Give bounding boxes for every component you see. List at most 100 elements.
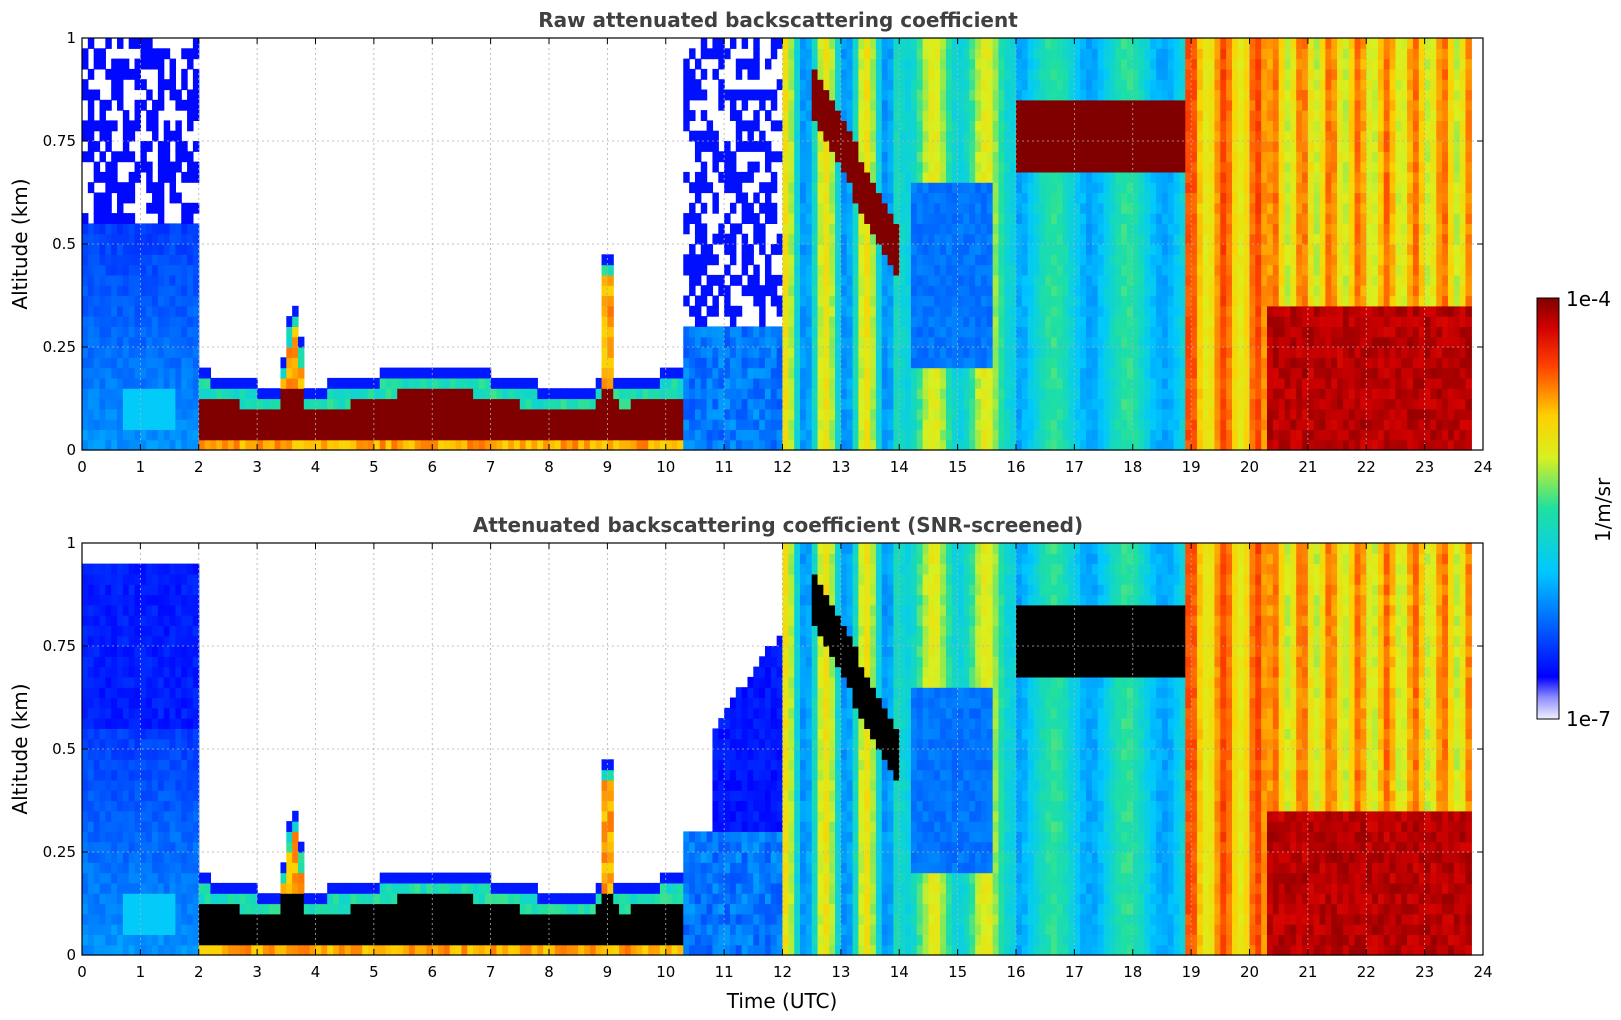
heat-cell — [922, 398, 930, 410]
heat-cell — [82, 408, 89, 420]
heat-cell — [1080, 141, 1087, 152]
heat-cell — [1086, 192, 1093, 204]
heat-cell — [1080, 233, 1087, 245]
heat-cell — [706, 336, 714, 348]
heat-cell — [1226, 377, 1233, 389]
heat-cell — [1191, 182, 1198, 194]
heat-cell — [940, 79, 947, 91]
heat-cell — [928, 58, 935, 70]
heat-cell — [122, 429, 130, 441]
heat-cell — [1179, 398, 1186, 410]
heat-cell — [163, 305, 171, 317]
heat-cell — [1231, 68, 1239, 80]
heat-cell — [1027, 161, 1035, 173]
heat-cell — [309, 439, 317, 451]
heat-cell — [368, 388, 375, 400]
heat-cell — [811, 295, 819, 307]
heat-cell — [881, 79, 889, 91]
heat-cell — [1214, 223, 1221, 235]
heat-cell — [1237, 254, 1245, 266]
heat-cell — [1056, 161, 1064, 173]
heat-cell — [811, 316, 819, 327]
heat-cell — [1202, 223, 1210, 235]
heat-cell — [1220, 58, 1227, 70]
heat-cell — [794, 79, 801, 91]
heat-cell — [105, 68, 112, 80]
heat-cell — [187, 347, 194, 358]
heat-cell — [782, 244, 789, 255]
heat-cell — [817, 439, 824, 451]
heat-cell — [811, 89, 819, 101]
heat-cell — [992, 264, 1000, 276]
heat-cell — [817, 429, 824, 441]
heat-cell — [1179, 419, 1186, 430]
heat-cell — [414, 388, 422, 400]
heat-cell — [945, 120, 953, 132]
heat-cell — [794, 347, 801, 358]
heat-cell — [794, 254, 801, 266]
heat-cell — [875, 68, 883, 80]
heat-cell — [584, 419, 591, 430]
heat-cell — [607, 274, 614, 286]
heat-cell — [1179, 274, 1186, 286]
heat-cell — [980, 89, 988, 101]
heat-cell — [893, 408, 900, 420]
heat-cell — [782, 326, 789, 338]
heat-cell — [1255, 233, 1262, 245]
heat-cell — [496, 419, 503, 430]
heat-cell — [729, 367, 737, 379]
heat-cell — [1173, 429, 1181, 441]
heat-cell — [899, 130, 906, 142]
heat-cell — [823, 305, 830, 317]
heat-cell — [1051, 419, 1058, 430]
heat-cell — [998, 388, 1005, 400]
heat-cell — [934, 79, 941, 91]
heat-cell — [788, 130, 795, 142]
heat-cell — [152, 336, 159, 348]
heat-cell — [945, 161, 953, 173]
heat-cell — [1051, 233, 1058, 245]
heat-cell — [280, 419, 287, 430]
heat-cell — [93, 58, 101, 70]
heat-cell — [846, 274, 854, 286]
heat-cell — [467, 388, 474, 400]
heat-cell — [986, 192, 994, 204]
heat-cell — [794, 388, 801, 400]
heat-cell — [659, 398, 667, 410]
heat-cell — [362, 398, 369, 410]
heat-cell — [1161, 79, 1169, 91]
heat-cell — [1243, 141, 1251, 152]
heat-cell — [759, 326, 766, 338]
heat-cell — [829, 408, 836, 420]
heat-cell — [1202, 79, 1210, 91]
heat-cell — [700, 295, 708, 307]
heat-cell — [811, 141, 819, 152]
heat-cell — [636, 429, 643, 441]
heat-cell — [1185, 244, 1192, 255]
heat-cell — [975, 244, 982, 255]
heat-cell — [420, 367, 428, 379]
heat-cell — [957, 316, 965, 327]
heat-cell — [794, 120, 801, 132]
heat-cell — [1056, 89, 1064, 101]
heat-cell — [93, 439, 101, 451]
heat-cell — [951, 171, 959, 183]
heat-cell — [951, 68, 959, 80]
heat-cell — [1039, 130, 1046, 142]
heat-cell — [157, 274, 165, 286]
heat-cell — [992, 171, 1000, 183]
heat-cell — [1068, 439, 1075, 451]
heat-cell — [204, 367, 212, 379]
heat-cell — [163, 244, 171, 255]
heat-cell — [852, 254, 859, 266]
heat-cell — [788, 419, 795, 430]
heat-cell — [782, 141, 789, 152]
heat-cell — [940, 99, 947, 111]
heat-cell — [788, 99, 795, 111]
heat-cell — [1173, 89, 1181, 101]
heat-cell — [980, 419, 988, 430]
heat-cell — [134, 244, 141, 255]
heat-cell — [759, 377, 766, 389]
heat-cell — [128, 429, 136, 441]
heat-cell — [461, 419, 468, 430]
